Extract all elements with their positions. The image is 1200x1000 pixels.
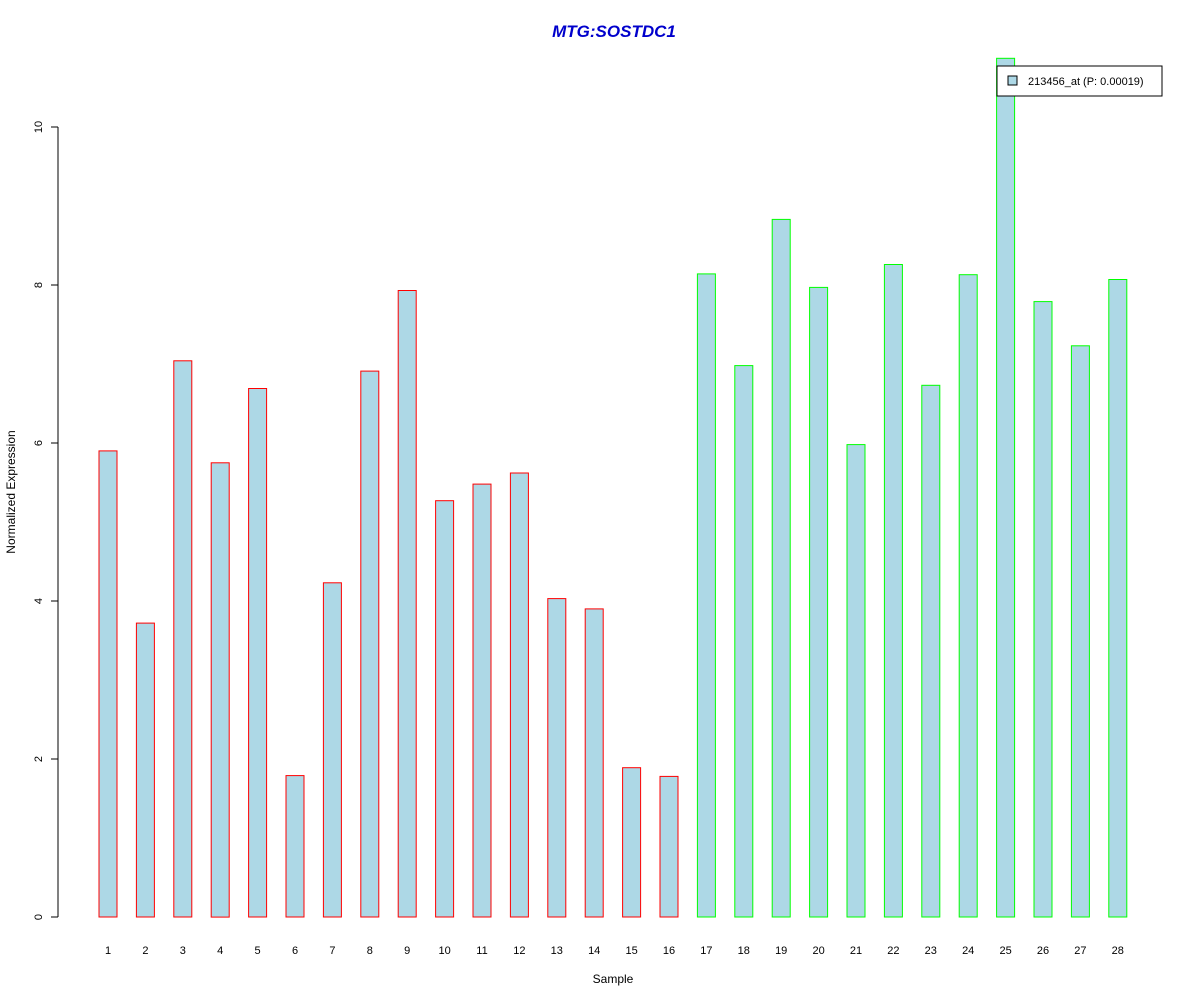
y-axis: 0 2 4 6 8 10 <box>33 121 59 920</box>
bar-sample-19 <box>771 218 791 918</box>
legend: 213456_at (P: 0.00019) <box>996 65 1163 97</box>
x-tick-label: 28 <box>1112 945 1124 957</box>
x-tick-label: 25 <box>999 945 1011 957</box>
bars <box>98 57 1128 918</box>
x-tick-label: 17 <box>700 945 712 957</box>
bar-sample-15 <box>622 767 642 918</box>
bar-sample-6 <box>285 775 305 918</box>
x-tick-label: 1 <box>105 945 111 957</box>
bar-sample-2 <box>135 622 155 918</box>
x-tick-label: 7 <box>329 945 335 957</box>
x-tick-label: 27 <box>1074 945 1086 957</box>
bar-sample-23 <box>921 384 941 918</box>
bar-sample-18 <box>734 365 754 918</box>
y-tick-label: 10 <box>33 121 45 133</box>
x-tick-label: 21 <box>850 945 862 957</box>
y-axis-label: Normalized Expression <box>4 430 18 553</box>
x-tick-labels: 1 2 3 4 5 6 7 8 9 10 11 12 13 14 15 16 17 18 19 20 21 22 23 24 2… <box>105 945 1124 957</box>
bar-sample-28 <box>1108 279 1128 918</box>
bar-sample-1 <box>98 450 118 918</box>
x-tick-label: 8 <box>367 945 373 957</box>
bar-sample-12 <box>509 472 529 918</box>
x-tick-label: 11 <box>476 945 487 957</box>
bar-sample-24 <box>958 274 978 918</box>
bar-sample-16 <box>659 775 679 918</box>
x-tick-label: 18 <box>738 945 750 957</box>
bar-sample-5 <box>248 388 268 918</box>
x-tick-label: 6 <box>292 945 298 957</box>
x-tick-label: 12 <box>513 945 525 957</box>
bar-sample-4 <box>210 462 230 918</box>
bar-sample-27 <box>1070 345 1090 918</box>
bar-sample-26 <box>1033 301 1053 918</box>
y-tick-label: 8 <box>33 282 45 288</box>
bar-sample-22 <box>883 264 903 918</box>
bar-sample-11 <box>472 483 492 918</box>
legend-swatch <box>1007 75 1018 86</box>
bar-sample-8 <box>360 370 380 918</box>
x-tick-label: 24 <box>962 945 974 957</box>
x-tick-label: 22 <box>887 945 899 957</box>
x-tick-label: 5 <box>255 945 261 957</box>
bar-sample-21 <box>846 444 866 918</box>
x-tick-label: 10 <box>438 945 450 957</box>
x-tick-label: 26 <box>1037 945 1049 957</box>
bar-sample-25 <box>996 57 1016 918</box>
bar-sample-7 <box>322 582 342 918</box>
bar-sample-20 <box>809 286 829 918</box>
x-tick-label: 16 <box>663 945 675 957</box>
x-tick-label: 13 <box>551 945 563 957</box>
y-tick-label: 6 <box>33 440 45 446</box>
y-tick-label: 2 <box>33 756 45 762</box>
x-tick-label: 9 <box>404 945 410 957</box>
chart-title: MTG:SOSTDC1 <box>552 22 676 41</box>
bar-sample-17 <box>696 273 716 918</box>
legend-box <box>996 65 1163 97</box>
x-tick-label: 3 <box>180 945 186 957</box>
bar-sample-10 <box>435 500 455 918</box>
x-axis-label: Sample <box>593 972 634 986</box>
x-tick-label: 19 <box>775 945 787 957</box>
y-tick-label: 0 <box>33 914 45 920</box>
bar-sample-14 <box>584 608 604 918</box>
x-tick-label: 14 <box>588 945 600 957</box>
bar-sample-3 <box>173 360 193 918</box>
x-tick-label: 23 <box>925 945 937 957</box>
legend-label: 213456_at (P: 0.00019) <box>1028 76 1144 88</box>
bar-sample-9 <box>397 290 417 918</box>
x-tick-label: 4 <box>217 945 223 957</box>
bar-sample-13 <box>547 598 567 918</box>
x-tick-label: 2 <box>142 945 148 957</box>
x-tick-label: 20 <box>812 945 824 957</box>
x-tick-label: 15 <box>625 945 637 957</box>
y-tick-label: 4 <box>33 598 45 604</box>
